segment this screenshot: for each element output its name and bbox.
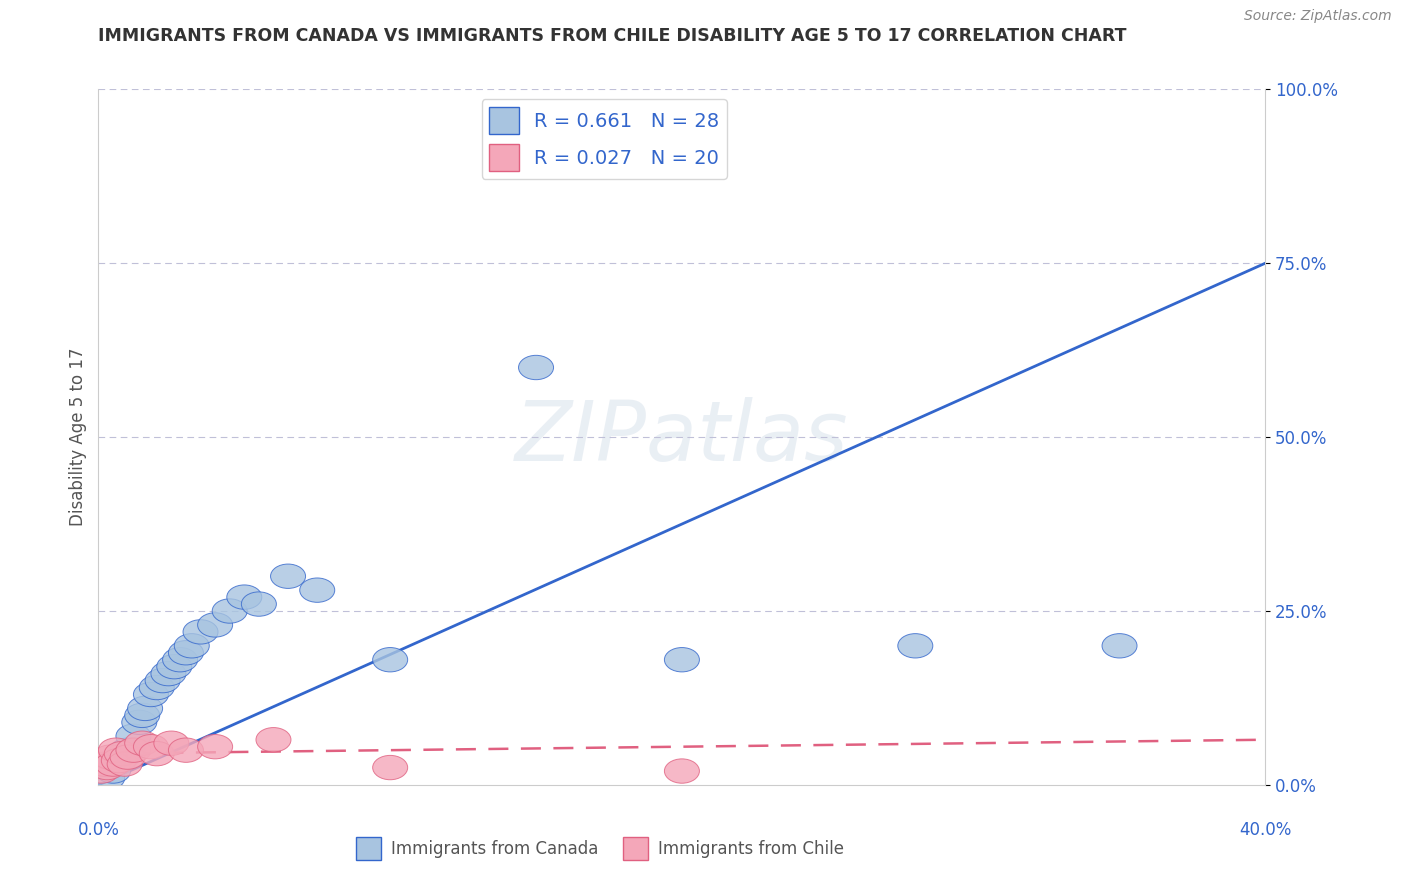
Text: IMMIGRANTS FROM CANADA VS IMMIGRANTS FROM CHILE DISABILITY AGE 5 TO 17 CORRELATI: IMMIGRANTS FROM CANADA VS IMMIGRANTS FRO… [98,27,1128,45]
Ellipse shape [90,756,125,780]
Ellipse shape [242,592,277,616]
Text: ZIPatlas: ZIPatlas [515,397,849,477]
Ellipse shape [898,633,932,658]
Ellipse shape [134,682,169,706]
Ellipse shape [125,703,160,728]
Ellipse shape [226,585,262,609]
Ellipse shape [212,599,247,624]
Ellipse shape [139,675,174,699]
Ellipse shape [373,648,408,672]
Ellipse shape [134,734,169,759]
Ellipse shape [519,355,554,380]
Ellipse shape [122,710,156,734]
Ellipse shape [96,759,131,783]
Ellipse shape [1102,633,1137,658]
Ellipse shape [256,728,291,752]
Ellipse shape [198,734,232,759]
Ellipse shape [169,738,204,763]
Text: 0.0%: 0.0% [77,821,120,838]
Ellipse shape [96,752,131,776]
Ellipse shape [125,731,160,756]
Ellipse shape [150,662,186,686]
Legend: Immigrants from Canada, Immigrants from Chile: Immigrants from Canada, Immigrants from … [349,830,851,867]
Ellipse shape [169,640,204,665]
Ellipse shape [145,668,180,693]
Ellipse shape [299,578,335,602]
Ellipse shape [98,738,134,763]
Text: 40.0%: 40.0% [1239,821,1292,838]
Ellipse shape [183,620,218,644]
Ellipse shape [115,724,150,748]
Ellipse shape [84,759,120,783]
Ellipse shape [128,697,163,721]
Text: Source: ZipAtlas.com: Source: ZipAtlas.com [1244,9,1392,23]
Ellipse shape [107,752,142,776]
Ellipse shape [90,766,125,790]
Ellipse shape [270,564,305,589]
Ellipse shape [665,759,699,783]
Ellipse shape [101,748,136,772]
Ellipse shape [110,745,145,769]
Ellipse shape [153,731,188,756]
Ellipse shape [139,741,174,766]
Y-axis label: Disability Age 5 to 17: Disability Age 5 to 17 [69,348,87,526]
Ellipse shape [104,745,139,769]
Ellipse shape [87,752,122,776]
Ellipse shape [93,745,128,769]
Ellipse shape [163,648,198,672]
Ellipse shape [174,633,209,658]
Ellipse shape [373,756,408,780]
Ellipse shape [157,655,191,679]
Ellipse shape [665,648,699,672]
Ellipse shape [115,738,150,763]
Ellipse shape [110,738,145,763]
Ellipse shape [104,741,139,766]
Ellipse shape [198,613,232,637]
